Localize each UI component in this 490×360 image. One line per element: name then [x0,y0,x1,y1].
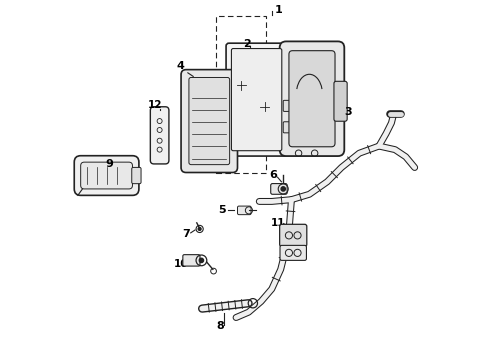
Text: 9: 9 [105,159,113,169]
FancyBboxPatch shape [132,167,141,184]
Text: 7: 7 [182,229,190,239]
FancyBboxPatch shape [280,224,307,247]
Circle shape [199,258,203,262]
FancyBboxPatch shape [189,77,230,165]
Text: 12: 12 [147,100,162,110]
Text: 1: 1 [275,5,283,15]
FancyBboxPatch shape [231,49,282,151]
Circle shape [198,228,201,230]
Text: 4: 4 [177,61,185,71]
FancyBboxPatch shape [270,184,287,194]
FancyBboxPatch shape [226,43,287,156]
Text: 6: 6 [269,170,277,180]
Text: 3: 3 [345,107,352,117]
Circle shape [281,187,285,191]
Text: 11: 11 [270,218,285,228]
FancyBboxPatch shape [183,255,200,266]
Text: 5: 5 [218,205,225,215]
FancyBboxPatch shape [74,156,139,195]
FancyBboxPatch shape [289,51,335,147]
Bar [217,16,267,173]
FancyBboxPatch shape [181,69,238,172]
FancyBboxPatch shape [283,100,292,111]
FancyBboxPatch shape [238,206,251,215]
FancyBboxPatch shape [283,122,292,133]
Text: 8: 8 [216,321,224,332]
Text: 2: 2 [243,39,251,49]
FancyBboxPatch shape [280,246,306,260]
FancyBboxPatch shape [81,162,132,189]
FancyBboxPatch shape [334,81,347,121]
FancyBboxPatch shape [280,41,344,156]
Text: 10: 10 [173,259,188,269]
FancyBboxPatch shape [150,107,169,164]
